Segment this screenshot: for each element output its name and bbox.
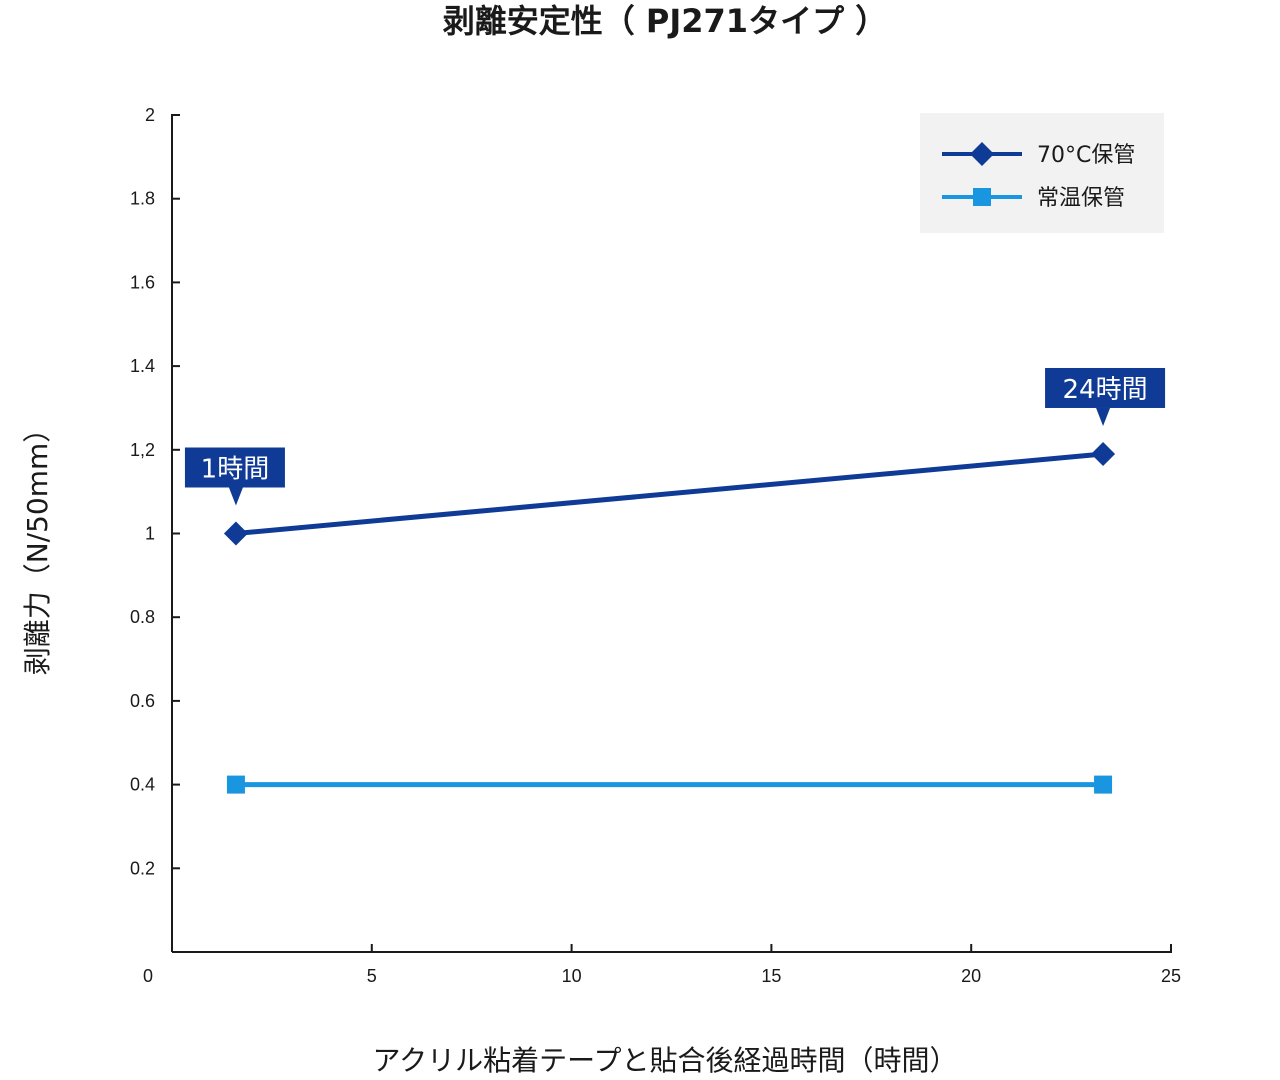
x-tick-label: 25 xyxy=(1161,966,1181,986)
series-room xyxy=(226,775,1113,794)
y-tick-label: 2 xyxy=(145,105,155,125)
x-tick-label: 15 xyxy=(761,966,781,986)
y-tick-label: 1,2 xyxy=(130,440,155,460)
data-point-square xyxy=(226,775,245,794)
callout-pointer xyxy=(1096,407,1111,426)
series-line xyxy=(235,451,1104,536)
callout-label: 24時間 xyxy=(1063,375,1148,405)
legend-square-marker xyxy=(973,188,991,206)
y-tick-label: 0.4 xyxy=(130,775,155,795)
legend-item: 常温保管 xyxy=(942,186,1125,211)
y-tick-label: 0.2 xyxy=(130,858,155,878)
axes xyxy=(171,115,1171,953)
x-tick-label: 20 xyxy=(961,966,981,986)
annotations-layer: 1時間 24時間 xyxy=(184,367,1166,506)
legend-label: 常温保管 xyxy=(1037,186,1125,211)
y-tick-label: 0.8 xyxy=(130,607,155,627)
x-tick-label: 0 xyxy=(143,966,153,986)
legend-box xyxy=(920,113,1164,233)
axis-ticks: 0.20.40.60.811,21.41.61.820 5 10 15 20 25 xyxy=(130,105,1181,986)
data-point-diamond xyxy=(1091,441,1116,466)
series-hot xyxy=(223,441,1116,546)
callout-label: 1時間 xyxy=(201,455,270,485)
legend-item: 70°C保管 xyxy=(942,142,1135,168)
x-tick-label: 10 xyxy=(562,966,582,986)
callout: 24時間 xyxy=(1045,367,1166,426)
y-tick-label: 0.6 xyxy=(130,691,155,711)
y-tick-label: 1 xyxy=(145,524,155,544)
x-tick-label: 5 xyxy=(367,966,377,986)
y-tick-label: 1.8 xyxy=(130,189,155,209)
callout: 1時間 xyxy=(184,447,285,506)
series-layer xyxy=(223,441,1116,794)
data-point-square xyxy=(1094,775,1113,794)
chart-title: 剥離安定性（ PJ271タイプ ） xyxy=(443,2,887,40)
y-tick-label: 1.6 xyxy=(130,272,155,292)
callout-pointer xyxy=(228,487,243,506)
callout-box xyxy=(1045,367,1166,408)
callout-box xyxy=(184,447,285,488)
x-axis-label: アクリル粘着テープと貼合後経過時間（時間） xyxy=(373,1044,958,1077)
data-point-diamond xyxy=(223,521,248,546)
y-axis-label: 剥離力（N/50mm） xyxy=(21,415,54,676)
legend-label: 70°C保管 xyxy=(1037,143,1135,168)
y-tick-label: 1.4 xyxy=(130,356,155,376)
legend-diamond-marker xyxy=(970,142,994,166)
